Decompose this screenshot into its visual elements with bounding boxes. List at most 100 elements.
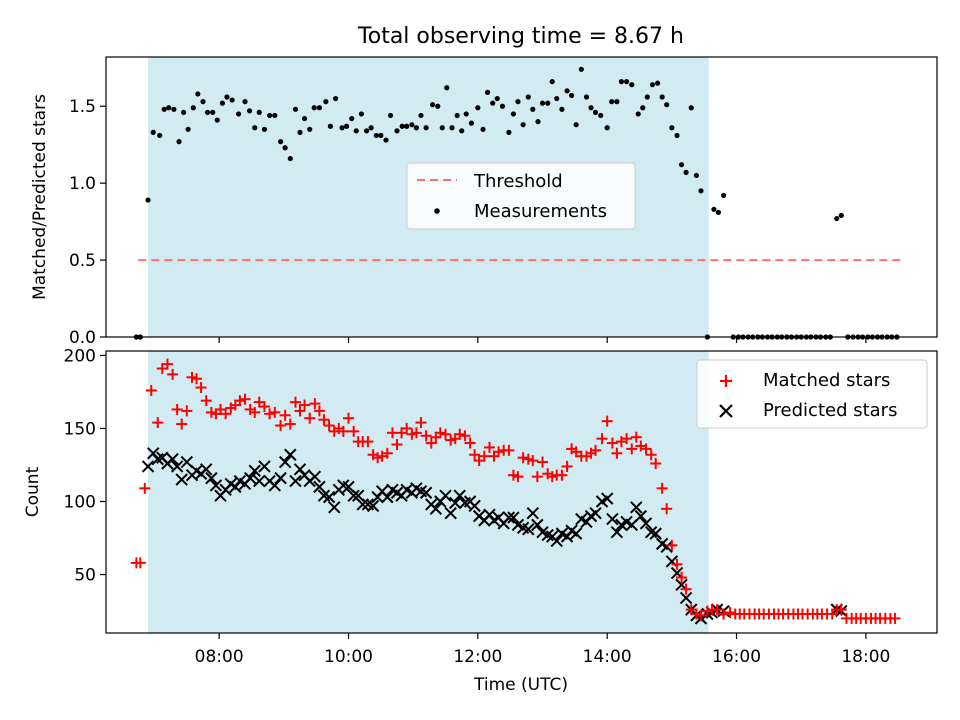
predicted-star-point — [449, 496, 462, 510]
matched-star-point — [483, 441, 495, 453]
matched-star-point — [718, 608, 730, 620]
measurement-point — [166, 105, 172, 111]
top-yticks: 0.0 0.5 1.0 1.5 — [69, 97, 106, 348]
matched-star-point — [410, 427, 422, 439]
matched-star-point — [425, 437, 437, 449]
predicted-star-point — [205, 471, 218, 485]
matched-star-point — [200, 395, 212, 407]
predicted-star-point — [328, 501, 341, 514]
measurement-point — [214, 117, 220, 123]
predicted-star-point — [352, 489, 365, 502]
measurement-point — [364, 128, 370, 134]
measurement-point — [418, 112, 424, 119]
predicted-star-point — [274, 471, 287, 485]
bottom-shaded-span — [148, 351, 709, 633]
measurement-point — [618, 79, 625, 85]
measurement-point — [287, 155, 293, 162]
predicted-star-point — [180, 455, 194, 469]
measurement-point — [161, 106, 167, 112]
matched-star-point — [626, 443, 638, 455]
measurement-point — [229, 97, 235, 103]
predicted-star-point — [531, 518, 544, 532]
measurement-point — [635, 111, 641, 117]
measurement-point — [292, 106, 299, 112]
measurement-point — [463, 111, 469, 117]
predicted-star-point — [322, 490, 336, 504]
measurement-point — [838, 212, 844, 219]
measurement-point — [349, 115, 355, 122]
predicted-star-point — [649, 527, 662, 540]
predicted-star-point — [166, 452, 179, 466]
predicted-star-point — [569, 527, 583, 540]
matched-star-point — [478, 450, 490, 462]
measurement-point — [383, 137, 389, 143]
matched-star-point — [167, 368, 179, 380]
measurement-point — [272, 112, 278, 119]
matched-star-point — [299, 399, 311, 411]
measurement-point — [439, 125, 445, 131]
predicted-star-point — [200, 463, 213, 476]
matched-star-point — [415, 417, 427, 429]
matched-star-point — [289, 396, 301, 408]
measurement-point — [629, 82, 635, 88]
measurement-point — [588, 105, 594, 111]
matched-star-point — [661, 503, 673, 515]
predicted-star-point — [660, 540, 673, 553]
predicted-star-point — [522, 523, 535, 536]
measurement-point — [399, 123, 405, 129]
legend-threshold-label: Threshold — [473, 171, 563, 192]
predicted-star-point — [366, 499, 380, 513]
legend-predicted-swatch — [719, 404, 733, 418]
matched-star-point — [264, 408, 276, 420]
measurement-point — [468, 120, 474, 126]
matched-star-point — [537, 456, 549, 468]
top-ytick-label: 0.5 — [69, 251, 96, 271]
matched-star-point — [889, 612, 901, 624]
matched-star-point — [835, 604, 847, 616]
measurement-point — [659, 94, 665, 100]
measurement-point — [564, 88, 570, 94]
measurement-point — [559, 106, 565, 112]
measurement-point — [252, 125, 258, 131]
matched-star-point — [269, 406, 281, 418]
matched-star-point — [517, 452, 529, 464]
measurement-point — [449, 125, 455, 131]
bottom-predicted-points — [141, 447, 848, 625]
measurement-point — [316, 105, 323, 111]
predicted-star-point — [679, 591, 693, 605]
measurement-point — [573, 122, 579, 128]
top-ytick-label: 0.0 — [69, 328, 96, 348]
measurement-point — [655, 80, 661, 86]
matched-star-point — [464, 437, 476, 449]
legend-predicted-label: Predicted stars — [763, 400, 897, 421]
measurement-point — [711, 206, 717, 212]
matched-star-point — [512, 471, 524, 483]
predicted-star-point — [630, 501, 643, 514]
predicted-star-point — [342, 480, 355, 494]
measurement-point — [185, 126, 191, 132]
measurement-point — [664, 102, 670, 108]
bottom-yticks: 50 100 150 200 — [64, 346, 106, 586]
predicted-star-point — [284, 448, 297, 461]
matched-star-point — [195, 382, 207, 394]
bottom-xtick-label: 10:00 — [324, 647, 373, 667]
measurement-point — [583, 94, 590, 100]
matched-star-point — [590, 444, 602, 456]
measurement-point — [698, 188, 704, 194]
legend-matched-swatch — [720, 375, 732, 387]
matched-star-point — [656, 482, 668, 494]
matched-star-point — [695, 609, 707, 621]
matched-star-point — [531, 471, 543, 483]
measurement-point — [598, 112, 604, 119]
measurement-point — [604, 125, 610, 131]
predicted-star-point — [244, 471, 257, 485]
predicted-star-point — [141, 460, 155, 473]
predicted-star-point — [356, 498, 369, 511]
matched-star-point — [561, 460, 573, 472]
matched-star-point — [601, 415, 613, 427]
matched-star-point — [621, 433, 633, 445]
measurement-point — [539, 100, 546, 106]
predicted-star-point — [589, 506, 602, 520]
measurement-point — [549, 79, 555, 85]
